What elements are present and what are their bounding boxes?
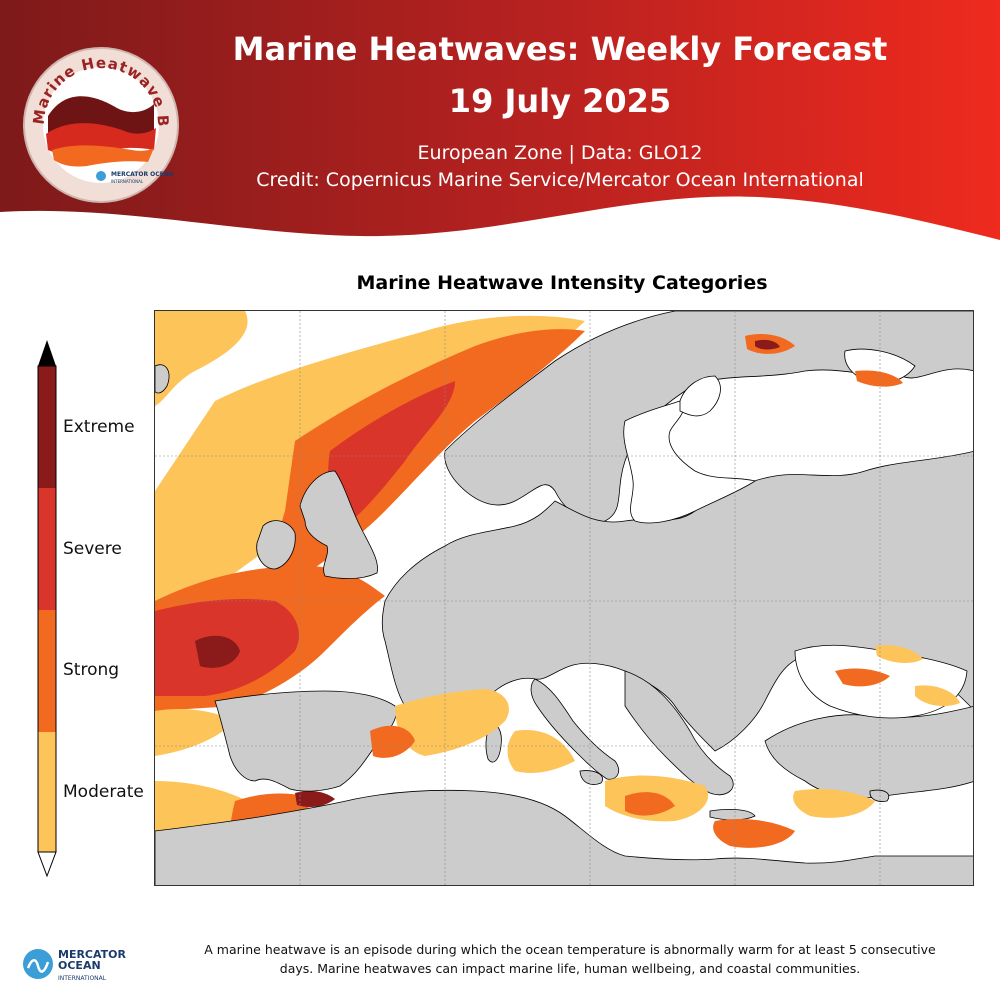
heatwave-map	[154, 310, 974, 886]
colorbar-severe	[38, 488, 56, 610]
land-europe	[155, 311, 973, 885]
credit-line: Credit: Copernicus Marine Service/Mercat…	[256, 169, 864, 191]
marine-heatwave-definition: A marine heatwave is an episode during w…	[204, 942, 936, 976]
bulletin-badge-logo: Marine Heatwave Bulletin MERCATOR OCEAN …	[22, 46, 179, 203]
header-background	[0, 0, 1000, 240]
heatwave-areas-atlantic	[155, 311, 585, 885]
forecast-date: 19 July 2025	[448, 82, 672, 120]
page-title: Marine Heatwaves: Weekly Forecast	[232, 30, 888, 68]
badge-logo-text: MERCATOR OCEAN	[111, 171, 173, 178]
graticule	[155, 311, 973, 885]
colorbar-moderate	[38, 732, 56, 852]
footer-logo-sub: INTERNATIONAL	[58, 975, 107, 982]
legend-label-strong: Strong	[63, 660, 120, 680]
footer-logo-text-line1: MERCATOR OCEAN	[58, 948, 127, 972]
zone-data-info: European Zone | Data: GLO12	[417, 142, 703, 164]
legend-label-moderate: Moderate	[63, 782, 144, 802]
legend-label-extreme: Extreme	[63, 417, 135, 437]
map-canvas	[155, 311, 973, 885]
colorbar-bottom-arrow	[37, 851, 57, 878]
intensity-colorbar	[37, 340, 57, 878]
legend-label-severe: Severe	[63, 539, 122, 559]
badge-logo-sub: INTERNATIONAL	[111, 179, 144, 184]
header-banner: Marine Heatwaves: Weekly Forecast 19 Jul…	[0, 0, 1000, 250]
colorbar-extreme	[38, 366, 56, 488]
heatwave-areas-mediterranean	[370, 334, 960, 848]
colorbar-strong	[38, 610, 56, 732]
map-title: Marine Heatwave Intensity Categories	[356, 272, 768, 294]
mercator-ocean-footer-logo: MERCATOR OCEAN INTERNATIONAL	[23, 948, 127, 982]
colorbar-top-arrow	[38, 340, 56, 366]
